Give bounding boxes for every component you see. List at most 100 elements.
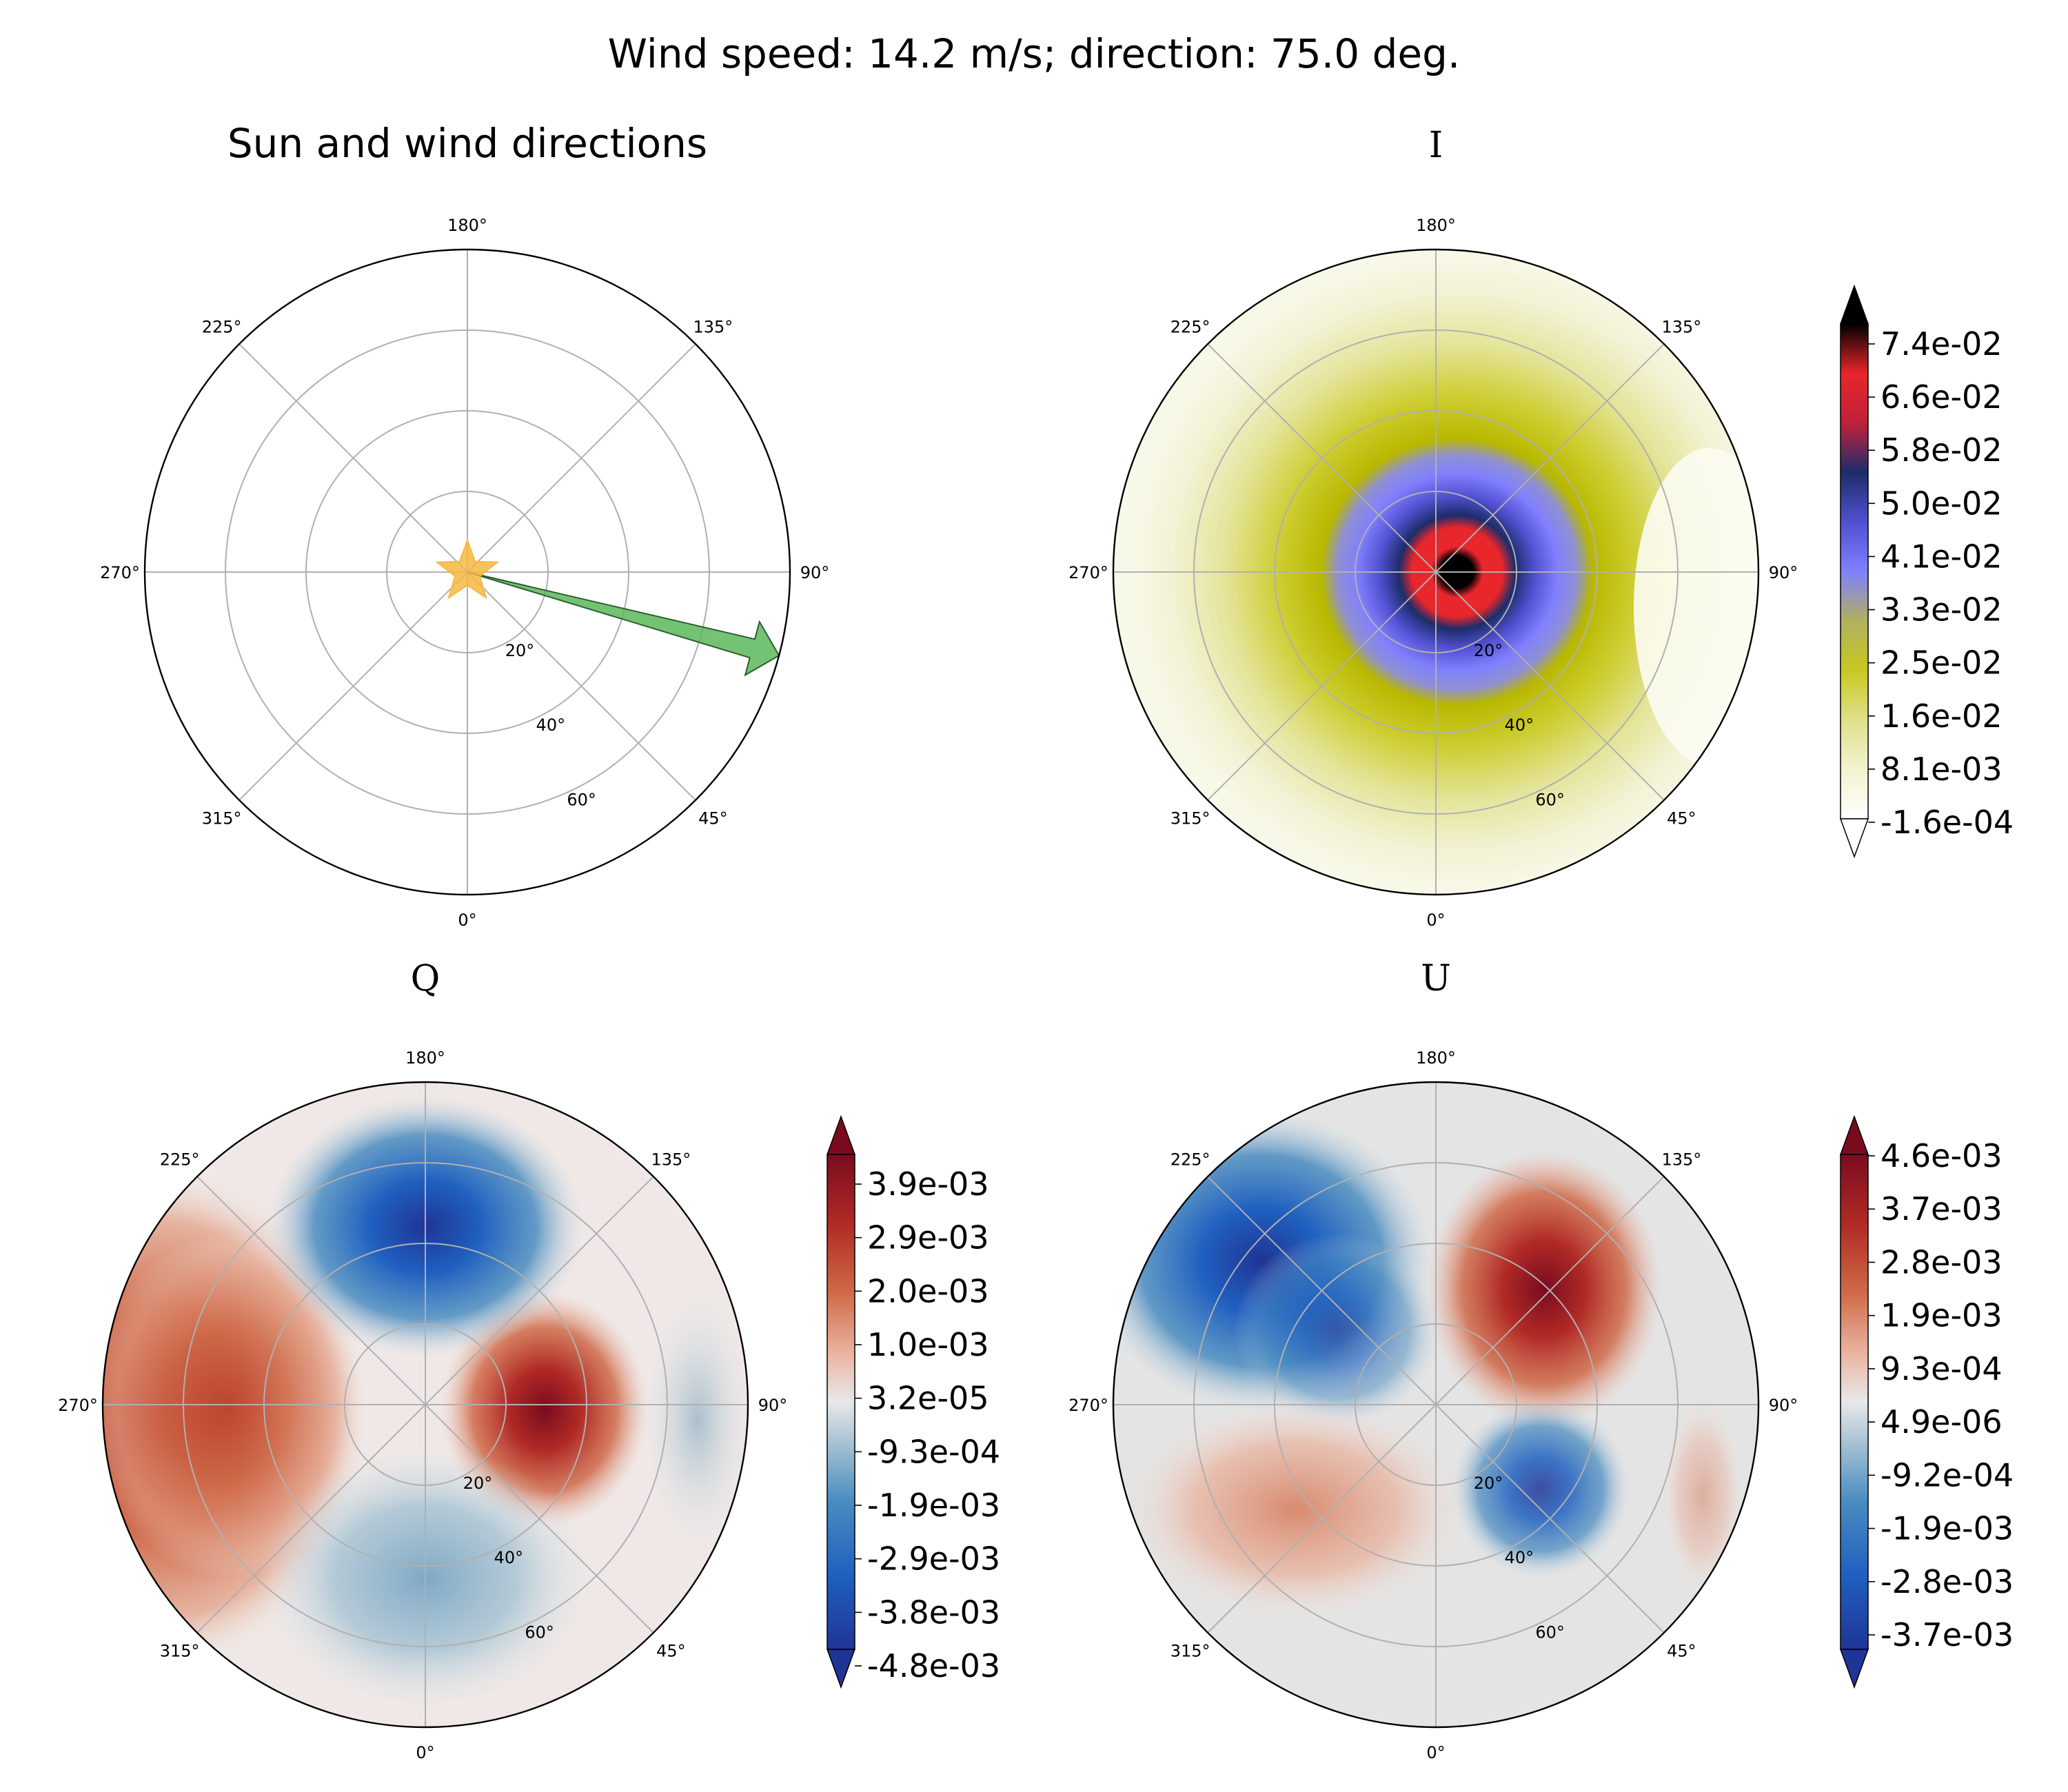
radial-tick-label: 40° — [1505, 1548, 1534, 1567]
polar-frame-sun — [143, 248, 791, 896]
polar-spoke — [196, 1404, 426, 1633]
colorbar-tick-label: 2.5e-02 — [1881, 644, 2003, 682]
polar-spoke — [1435, 1404, 1665, 1633]
theta-tick-label: 90° — [758, 1396, 788, 1415]
figure-suptitle: Wind speed: 14.2 m/s; direction: 75.0 de… — [608, 30, 1461, 77]
theta-tick-label: 45° — [656, 1641, 686, 1660]
colorbar-tick-label: 7.4e-02 — [1881, 325, 2003, 363]
colorbar-tick-label: 2.8e-03 — [1881, 1243, 2003, 1281]
intensity-panel: I 0° 45° 90° 135° 180° 225° 270° 315° 20° 40° 60° — [1068, 125, 1798, 930]
colorbar-tick-label: -1.9e-03 — [867, 1487, 1000, 1524]
theta-tick-label: 225° — [202, 318, 242, 337]
theta-tick-label: 0° — [416, 1743, 434, 1762]
colorbar-i: 7.4e-02 6.6e-02 5.8e-02 5.0e-02 4.1e-02 3.3e-… — [1839, 284, 2014, 859]
colorbar-tick-label: 2.9e-03 — [867, 1219, 989, 1256]
theta-tick-label: 270° — [1068, 1396, 1108, 1415]
theta-tick-label: 135° — [1661, 1150, 1701, 1170]
colorbar-tick-label: -9.3e-04 — [867, 1433, 1000, 1470]
theta-tick-label: 270° — [1068, 563, 1108, 582]
theta-tick-label: 180° — [1416, 216, 1456, 235]
panel-title-sun-wind: Sun and wind directions — [227, 120, 707, 167]
theta-tick-label: 45° — [698, 808, 728, 828]
sun-star-shape — [435, 538, 500, 600]
polar-spoke — [1435, 1176, 1665, 1405]
polar-spoke — [1207, 1176, 1437, 1405]
theta-tick-label: 180° — [447, 216, 487, 235]
polar-spoke — [425, 1404, 654, 1633]
radial-tick-label: 40° — [494, 1548, 524, 1567]
polar-spoke — [1207, 1404, 1437, 1633]
heatmap-u — [1113, 1082, 1758, 1727]
radial-tick-label: 20° — [463, 1474, 493, 1493]
colorbar-tick-label: 9.3e-04 — [1881, 1350, 2003, 1387]
colorbar-tick-label: -1.6e-04 — [1881, 804, 2014, 841]
theta-tick-label: 315° — [1170, 1641, 1210, 1660]
theta-tick-label: 135° — [1661, 318, 1701, 337]
colorbar-tick-label: 3.9e-03 — [867, 1165, 989, 1203]
colorbar-tick-label: 6.6e-02 — [1881, 378, 2003, 416]
colorbar-tick-label: 1.6e-02 — [1881, 698, 2003, 735]
colorbar-u: 4.6e-03 3.7e-03 2.8e-03 1.9e-03 9.3e-04 4.9e-… — [1839, 1114, 2014, 1689]
panel-title-u: U — [1421, 958, 1451, 999]
theta-tick-label: 45° — [1667, 808, 1696, 828]
theta-tick-label: 270° — [58, 1396, 98, 1415]
polar-frame-u — [1112, 1081, 1760, 1729]
radial-tick-label: 60° — [567, 790, 596, 809]
colorbar-tick-label: -2.8e-03 — [1881, 1563, 2014, 1600]
theta-tick-label: 90° — [1769, 1396, 1798, 1415]
polar-spoke — [1207, 571, 1437, 801]
u-panel: U 0° 45° 90° 135° 180° 225° 270° 315° 20° 40° 60° — [1068, 958, 1798, 1762]
colorbar-tick-label: 4.9e-06 — [1881, 1403, 2003, 1440]
theta-tick-label: 315° — [160, 1641, 200, 1660]
colorbar-tick-label: 5.0e-02 — [1881, 485, 2003, 522]
colorbar-tick-label: 4.6e-03 — [1881, 1137, 2003, 1174]
theta-tick-label: 315° — [202, 808, 242, 828]
polar-spoke — [1435, 343, 1665, 573]
theta-tick-label: 0° — [1426, 910, 1445, 930]
colorbar-tick-label: -3.7e-03 — [1881, 1616, 2014, 1653]
theta-tick-label: 45° — [1667, 1641, 1696, 1660]
colorbar-tick-label: 1.0e-03 — [867, 1326, 989, 1363]
radial-tick-label: 60° — [1535, 1622, 1565, 1642]
polar-spoke — [467, 571, 696, 801]
radial-tick-label: 20° — [1474, 1474, 1503, 1493]
polar-spoke — [467, 343, 696, 573]
radial-tick-label: 20° — [1474, 641, 1503, 660]
radial-tick-label: 40° — [1505, 715, 1534, 735]
theta-tick-label: 225° — [1170, 318, 1210, 337]
theta-tick-label: 180° — [1416, 1048, 1456, 1068]
colorbar-tick-label: 4.1e-02 — [1881, 538, 2003, 575]
polar-spoke — [196, 1176, 426, 1405]
theta-tick-label: 180° — [405, 1048, 445, 1068]
theta-tick-label: 90° — [1769, 563, 1798, 582]
radial-tick-label: 40° — [536, 715, 566, 735]
sun-star-icon — [435, 538, 500, 600]
polar-spoke — [239, 343, 468, 573]
theta-tick-label: 225° — [160, 1150, 200, 1170]
colorbar-tick-label: 8.1e-03 — [1881, 751, 2003, 788]
theta-tick-label: 135° — [651, 1150, 691, 1170]
colorbar-tick-label: -9.2e-04 — [1881, 1456, 2014, 1494]
polar-spoke — [425, 1176, 654, 1405]
colorbar-tick-label: 1.9e-03 — [1881, 1297, 2003, 1334]
colorbar-tick-label: 3.3e-02 — [1881, 591, 2003, 629]
polar-frame-i — [1112, 248, 1760, 896]
colorbar-tick-label: 3.2e-05 — [867, 1380, 989, 1417]
theta-tick-label: 0° — [458, 910, 476, 930]
theta-tick-label: 0° — [1426, 1743, 1445, 1762]
colorbar-tick-label: -1.9e-03 — [1881, 1510, 2014, 1547]
colorbar-tick-label: -2.9e-03 — [867, 1540, 1000, 1578]
theta-tick-label: 135° — [693, 318, 733, 337]
heatmap-q — [103, 1082, 748, 1727]
polar-spoke — [1435, 571, 1665, 801]
colorbar-tick-label: 2.0e-03 — [867, 1272, 989, 1310]
panel-title-q: Q — [411, 958, 440, 999]
sun-wind-panel: Sun and wind directions 0° 45° 90° 135° 180°… — [100, 120, 829, 930]
theta-tick-label: 90° — [800, 563, 830, 582]
polar-spoke — [1207, 343, 1437, 573]
theta-tick-label: 225° — [1170, 1150, 1210, 1170]
colorbar-q: 3.9e-03 2.9e-03 2.0e-03 1.0e-03 3.2e-05 -9.3e… — [826, 1114, 1000, 1689]
polar-spoke — [239, 571, 468, 801]
radial-tick-label: 60° — [525, 1622, 554, 1642]
